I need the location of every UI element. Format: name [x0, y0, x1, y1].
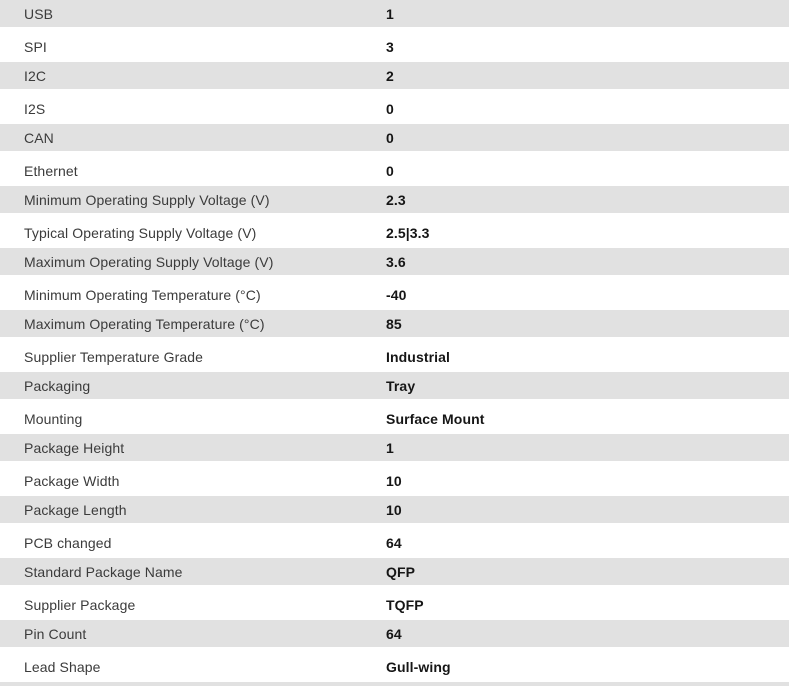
table-row: Package Width 10 — [0, 465, 789, 496]
attribute-label: USB — [24, 5, 54, 22]
attribute-label: Maximum Operating Temperature (°C) — [24, 315, 265, 332]
partial-next-row — [0, 682, 789, 686]
table-row: Packaging Tray — [0, 372, 789, 403]
table-row: Minimum Operating Temperature (°C) -40 — [0, 279, 789, 310]
attribute-label: Supplier Temperature Grade — [24, 348, 203, 365]
attribute-label: Package Length — [24, 501, 127, 518]
attribute-label: I2C — [24, 67, 47, 84]
attribute-value: TQFP — [386, 596, 424, 613]
attribute-value: 1 — [386, 439, 394, 456]
table-row: I2S 0 — [0, 93, 789, 124]
attribute-value: 0 — [386, 100, 394, 117]
attribute-label: Ethernet — [24, 162, 78, 179]
attribute-label: Maximum Operating Supply Voltage (V) — [24, 253, 274, 270]
attribute-label: Mounting — [24, 410, 83, 427]
attribute-label: Lead Shape — [24, 658, 101, 675]
attribute-value: 2.3 — [386, 191, 406, 208]
table-row: Mounting Surface Mount — [0, 403, 789, 434]
attribute-value: 85 — [386, 315, 402, 332]
table-row: Standard Package Name QFP — [0, 558, 789, 589]
table-row: I2C 2 — [0, 62, 789, 93]
table-row: CAN 0 — [0, 124, 789, 155]
attribute-value: 64 — [386, 625, 402, 642]
attribute-value: 10 — [386, 501, 402, 518]
attribute-label: SPI — [24, 38, 47, 55]
table-row: PCB changed 64 — [0, 527, 789, 558]
attribute-value: 64 — [386, 534, 402, 551]
table-row: Typical Operating Supply Voltage (V) 2.5… — [0, 217, 789, 248]
attribute-value: 1 — [386, 5, 394, 22]
table-row: Package Height 1 — [0, 434, 789, 465]
table-row: Supplier Package TQFP — [0, 589, 789, 620]
attribute-label: Pin Count — [24, 625, 87, 642]
table-row: Minimum Operating Supply Voltage (V) 2.3 — [0, 186, 789, 217]
attribute-label: PCB changed — [24, 534, 112, 551]
attribute-value: -40 — [386, 286, 407, 303]
attribute-value: 3.6 — [386, 253, 406, 270]
attribute-label: CAN — [24, 129, 54, 146]
table-row: SPI 3 — [0, 31, 789, 62]
table-row: Maximum Operating Temperature (°C) 85 — [0, 310, 789, 341]
attribute-label: Packaging — [24, 377, 91, 394]
attribute-value: 0 — [386, 129, 394, 146]
attribute-value: 2 — [386, 67, 394, 84]
attribute-value: 3 — [386, 38, 394, 55]
attribute-label: Package Height — [24, 439, 125, 456]
attribute-label: Package Width — [24, 472, 120, 489]
attribute-label: Typical Operating Supply Voltage (V) — [24, 224, 257, 241]
attribute-label: Minimum Operating Supply Voltage (V) — [24, 191, 270, 208]
attribute-value: Industrial — [386, 348, 451, 365]
attribute-value: Surface Mount — [386, 410, 485, 427]
table-row: Package Length 10 — [0, 496, 789, 527]
attribute-label: Supplier Package — [24, 596, 136, 613]
attribute-label: Standard Package Name — [24, 563, 183, 580]
table-row: Lead Shape Gull-wing — [0, 651, 789, 682]
attribute-value: Tray — [386, 377, 416, 394]
attribute-value: 10 — [386, 472, 402, 489]
attribute-value: 0 — [386, 162, 394, 179]
attribute-value: QFP — [386, 563, 416, 580]
attribute-label: I2S — [24, 100, 46, 117]
attribute-value: Gull-wing — [386, 658, 451, 675]
attribute-value: 2.5|3.3 — [386, 224, 430, 241]
table-row: Maximum Operating Supply Voltage (V) 3.6 — [0, 248, 789, 279]
table-row: Ethernet 0 — [0, 155, 789, 186]
attribute-label: Minimum Operating Temperature (°C) — [24, 286, 261, 303]
table-row: Pin Count 64 — [0, 620, 789, 651]
table-row: USB 1 — [0, 0, 789, 31]
table-row: Supplier Temperature Grade Industrial — [0, 341, 789, 372]
